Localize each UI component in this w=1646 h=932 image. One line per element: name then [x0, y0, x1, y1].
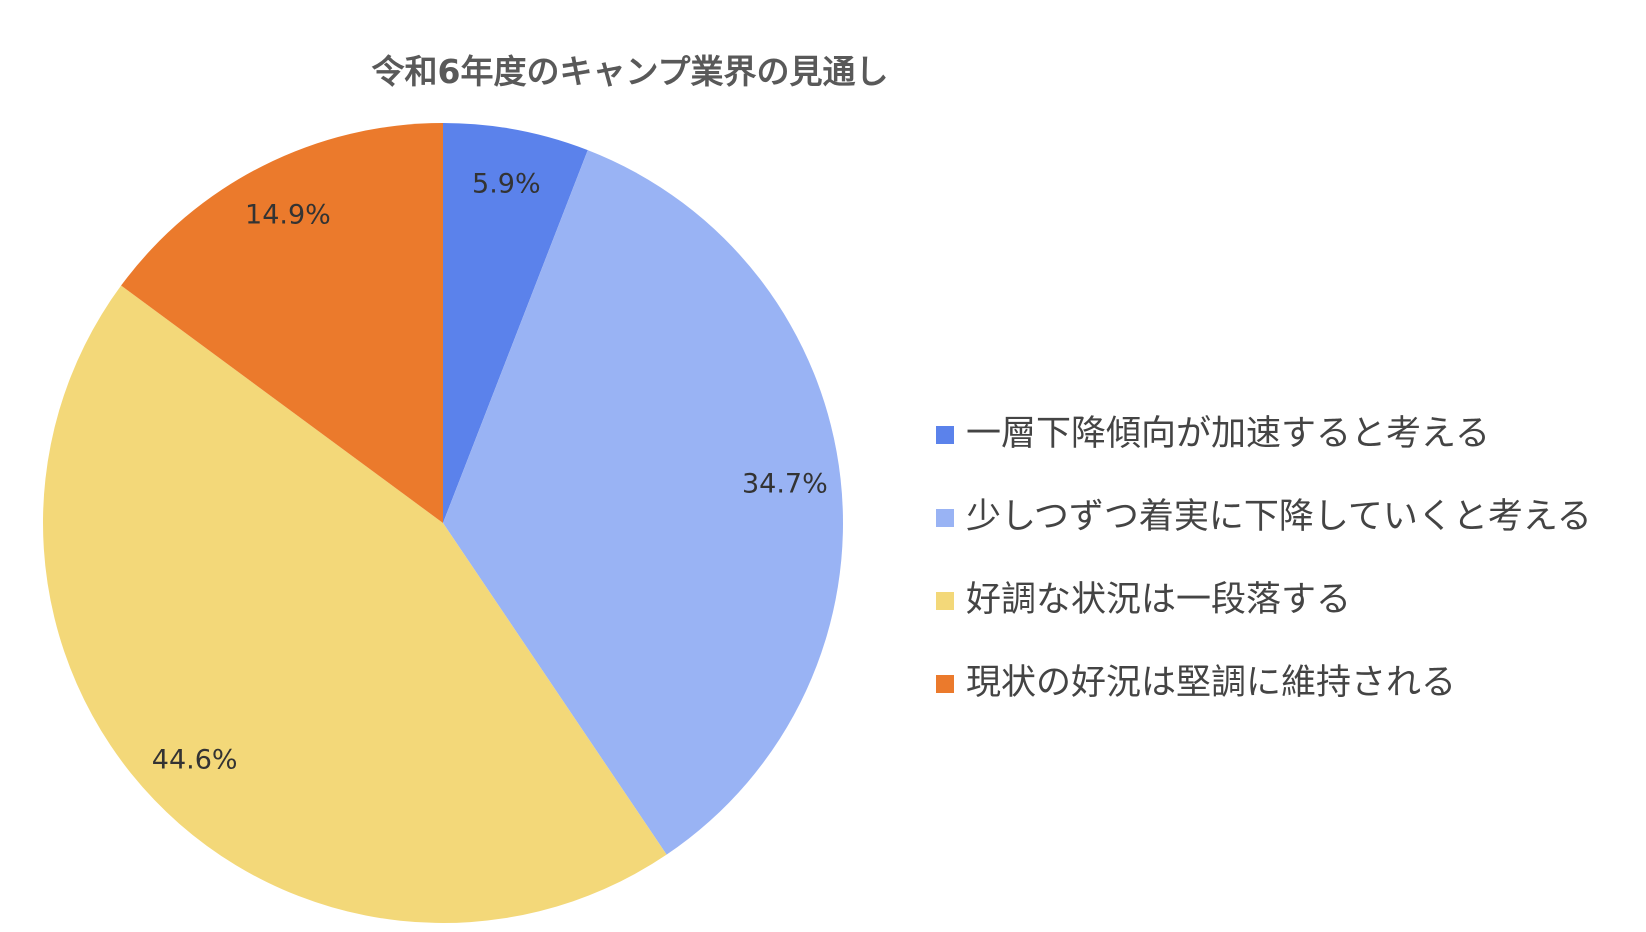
pie-slice-labels: 5.9% 34.7% 44.6% 14.9%	[152, 168, 828, 775]
legend-item: 少しつずつ着実に下降していくと考える	[936, 497, 1592, 537]
slice-data-label: 14.9%	[245, 199, 331, 230]
legend-swatch	[936, 675, 954, 693]
legend-item: 一層下降傾向が加速すると考える	[936, 414, 1490, 454]
legend-item: 好調な状況は一段落する	[936, 580, 1351, 620]
pie-slices	[43, 123, 843, 923]
legend-swatch	[936, 592, 954, 610]
legend-swatch	[936, 509, 954, 527]
legend-label: 一層下降傾向が加速すると考える	[966, 414, 1490, 454]
chart-legend: 一層下降傾向が加速すると考える少しつずつ着実に下降していくと考える好調な状況は一…	[936, 414, 1592, 703]
legend-label: 好調な状況は一段落する	[966, 580, 1351, 620]
legend-label: 現状の好況は堅調に維持される	[966, 663, 1456, 703]
legend-label: 少しつずつ着実に下降していくと考える	[966, 497, 1592, 537]
legend-item: 現状の好況は堅調に維持される	[936, 663, 1456, 703]
chart-title: 令和6年度のキャンプ業界の見通し	[372, 52, 889, 91]
pie-slice	[43, 285, 667, 923]
pie-slice	[121, 123, 443, 523]
slice-data-label: 34.7%	[742, 468, 828, 499]
slice-data-label: 44.6%	[152, 745, 238, 776]
pie-slice	[443, 150, 843, 855]
pie-slice	[443, 123, 588, 523]
legend-swatch	[936, 426, 954, 444]
slice-data-label: 5.9%	[472, 168, 541, 199]
